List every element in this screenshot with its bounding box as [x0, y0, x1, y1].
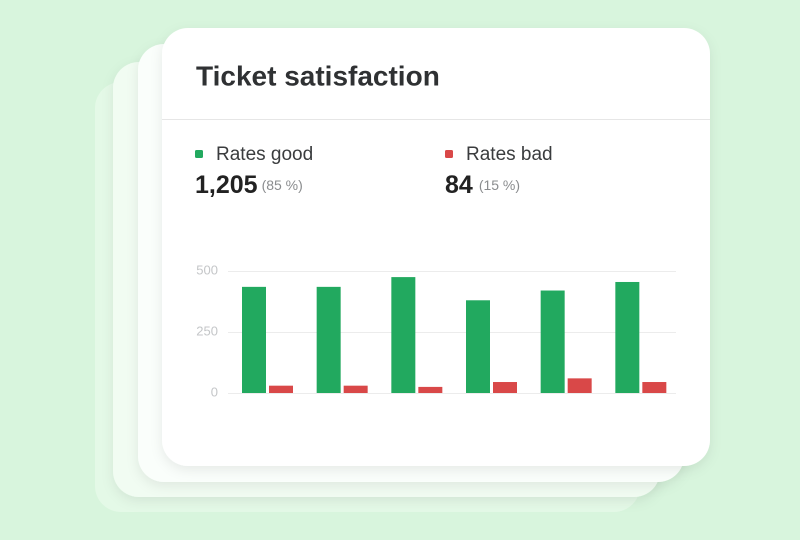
bar [642, 382, 667, 393]
legend-label: Rates bad [466, 144, 553, 165]
bar [493, 382, 517, 393]
bar [615, 281, 640, 393]
bar [466, 300, 490, 393]
legend-swatch [195, 150, 203, 158]
bar [242, 286, 266, 393]
bar [316, 286, 341, 393]
plot: 0 250 500 [196, 262, 676, 399]
y-tick-label: 0 [211, 384, 218, 399]
bar [418, 386, 443, 393]
legend-swatch [445, 150, 453, 158]
stat-count: 84 [445, 171, 473, 199]
stat-share: (85 %) [262, 177, 303, 193]
card-title: Ticket satisfaction [196, 60, 440, 91]
bar [391, 277, 416, 393]
bar [567, 378, 592, 393]
stat-count: 1,205 [195, 171, 258, 199]
y-tick-label: 250 [196, 323, 218, 338]
bar [343, 385, 368, 393]
stat: 84 (15 %) [445, 171, 520, 199]
card [162, 28, 710, 466]
bar [269, 385, 293, 393]
stat: 1,205 (85 %) [195, 171, 303, 199]
stat-share: (15 %) [479, 177, 520, 193]
bar [540, 290, 565, 393]
legend-label: Rates good [216, 144, 313, 165]
y-tick-label: 500 [196, 262, 218, 277]
